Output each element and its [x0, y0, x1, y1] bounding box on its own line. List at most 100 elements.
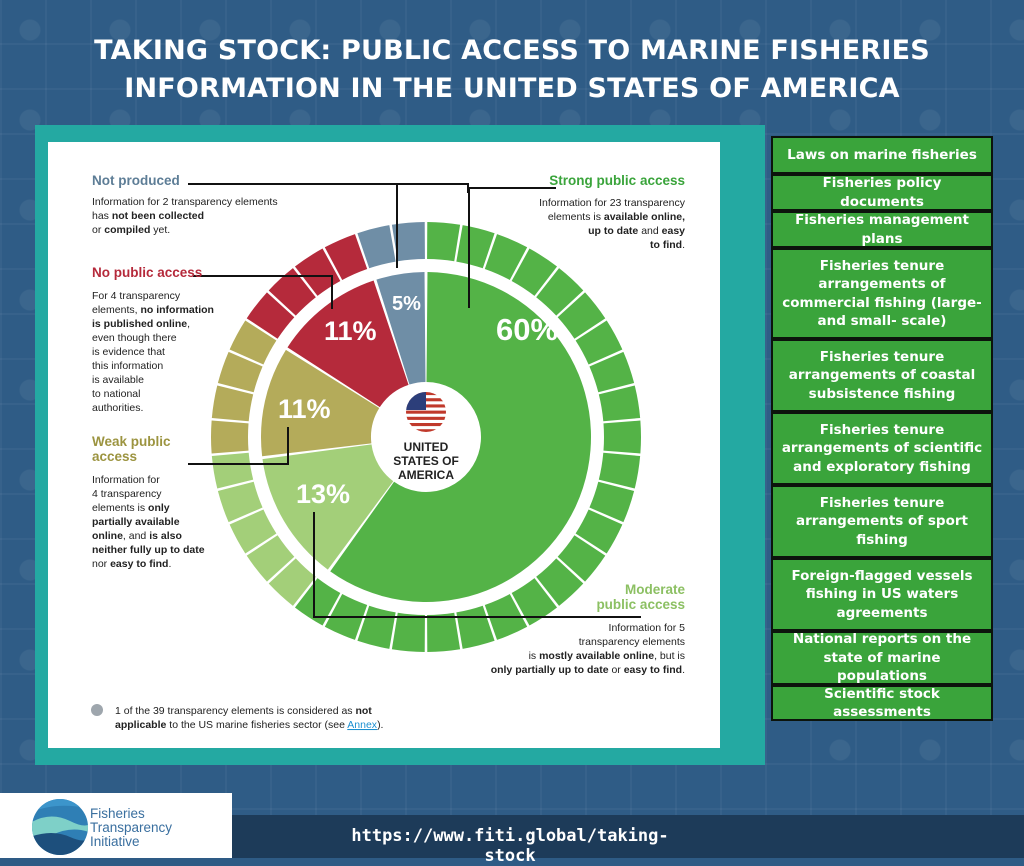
outer-segment-strong [294, 578, 341, 626]
title-line-2: INFORMATION IN THE UNITED STATES OF AMER… [124, 73, 900, 104]
desc-no-access: For 4 transparency elements, no informat… [92, 290, 214, 414]
outer-segment-none [324, 234, 368, 280]
outer-segment-strong [589, 351, 635, 393]
donut-chart: UNITED STATES OF AMERICA 60% 13% 11% 11%… [91, 173, 686, 731]
inner-slice-strong [330, 272, 591, 602]
svg-text:Information for: Information for [92, 474, 160, 486]
pct-weak: 11% [278, 394, 331, 424]
outer-segment-weak [217, 351, 263, 393]
outer-segment-strong [589, 481, 635, 523]
outer-segment-strong [575, 509, 623, 554]
leader-weak [188, 427, 289, 465]
outer-segment-strong [536, 558, 584, 606]
outer-segment-moderate [217, 481, 263, 523]
fiti-logo-icon [32, 799, 88, 855]
note-bold-1: not [355, 705, 372, 717]
outer-segment-strong [484, 234, 528, 280]
svg-text:elements is available online,: elements is available online, [548, 211, 685, 223]
footer-url-link[interactable]: https://www.fiti.global/taking-stock [351, 826, 669, 866]
outer-segment-strong [427, 612, 461, 652]
svg-text:is mostly available online, bu: is mostly available online, but is [529, 650, 685, 662]
label-moderate-2: public access [596, 597, 685, 612]
svg-text:Information for 2 transparency: Information for 2 transparency elements [92, 196, 278, 208]
leader-not-produced [188, 183, 398, 268]
outer-segment-strong [603, 420, 642, 454]
note-bullet-icon [91, 704, 103, 716]
category-item: Foreign-flagged vessels fishing in US wa… [771, 558, 993, 631]
category-item: National reports on the state of marine … [771, 631, 993, 685]
category-item: Scientific stock assessments [771, 685, 993, 721]
inner-slice-weak [261, 349, 380, 457]
inner-ring [261, 272, 591, 602]
note-bold-2: applicable [115, 719, 167, 731]
leader-strong-2 [468, 187, 556, 308]
outer-segment-moderate [211, 452, 254, 489]
desc-not-produced: Information for 2 transparency elements … [92, 196, 278, 236]
leader-none [193, 275, 333, 309]
label-weak-2: access [92, 449, 137, 464]
pct-not-produced: 5% [392, 293, 421, 315]
outer-segment-not-produced [391, 222, 425, 262]
outer-segment-strong [557, 292, 606, 339]
label-weak-1: Weak public [92, 434, 171, 449]
inner-slice-not-produced [376, 272, 426, 385]
outer-segment-moderate [268, 558, 316, 606]
annex-link[interactable]: Annex [347, 719, 378, 731]
outer-segment-none [246, 292, 295, 339]
desc-weak: Information for 4 transparency elements … [92, 474, 205, 570]
svg-text:has not been collected: has not been collected [92, 210, 204, 222]
svg-text:1 of the 39 transparency eleme: 1 of the 39 transparency elements is con… [115, 705, 372, 717]
svg-text:only partially up to date or e: only partially up to date or easy to fin… [491, 664, 685, 676]
title-line-1: TAKING STOCK: PUBLIC ACCESS TO MARINE FI… [94, 35, 930, 66]
svg-text:or compiled yet.: or compiled yet. [92, 224, 170, 236]
label-no-access: No public access [92, 265, 202, 280]
outer-segment-moderate [229, 509, 277, 554]
svg-text:transparency elements: transparency elements [579, 636, 685, 648]
outer-segment-weak [229, 320, 277, 365]
footnote: 1 of the 39 transparency elements is con… [115, 705, 383, 731]
outer-segment-strong [427, 222, 461, 262]
category-item: Fisheries tenure arrangements of commerc… [771, 248, 993, 339]
label-strong: Strong public access [549, 173, 685, 188]
outer-segment-none [294, 248, 341, 296]
label-moderate-1: Moderate [625, 582, 686, 597]
svg-text:to national: to national [92, 388, 140, 400]
outer-segment-weak [211, 420, 249, 454]
outer-segment-strong [456, 225, 495, 269]
category-item: Fisheries management plans [771, 211, 993, 248]
svg-text:is available: is available [92, 374, 144, 386]
category-item: Fisheries tenure arrangements of sport f… [771, 485, 993, 558]
svg-text:Information for 5: Information for 5 [609, 622, 686, 634]
inner-slice-moderate [262, 444, 394, 570]
center-label-1: UNITED [404, 440, 449, 454]
leader-strong [397, 183, 469, 193]
outer-segment-strong [598, 452, 641, 489]
note-text-1: 1 of the 39 transparency elements is con… [115, 705, 355, 717]
pct-moderate: 13% [296, 479, 350, 509]
inner-slice-none [287, 280, 409, 408]
us-flag-icon [406, 392, 446, 432]
note-text-2: to the US marine fisheries sector (see [166, 719, 347, 731]
center-label-2: STATES OF [393, 454, 459, 468]
outer-segment-moderate [246, 535, 295, 582]
outer-segment-not-produced [357, 225, 396, 269]
svg-text:4 transparency: 4 transparency [92, 488, 162, 500]
svg-text:up to date and easy: up to date and easy [588, 225, 685, 237]
outer-segment-strong [575, 320, 623, 365]
desc-moderate: Information for 5 transparency elements … [491, 622, 685, 676]
outer-segment-strong [511, 578, 558, 626]
svg-text:is published online,: is published online, [92, 318, 190, 330]
logo-line-2: Transparency [90, 820, 173, 835]
pct-strong: 60% [496, 312, 558, 347]
category-item: Fisheries policy documents [771, 174, 993, 211]
outer-segment-strong [598, 385, 641, 422]
svg-text:authorities.: authorities. [92, 402, 143, 414]
svg-text:is evidence that: is evidence that [92, 346, 165, 358]
note-text-3: ). [377, 719, 383, 731]
outer-segment-strong [391, 612, 425, 652]
label-not-produced: Not produced [92, 173, 180, 188]
category-item: Fisheries tenure arrangements of scienti… [771, 412, 993, 485]
outer-segment-strong [536, 268, 584, 316]
logo-box [0, 793, 232, 858]
logo-text: Fisheries Transparency Initiative [90, 807, 172, 849]
